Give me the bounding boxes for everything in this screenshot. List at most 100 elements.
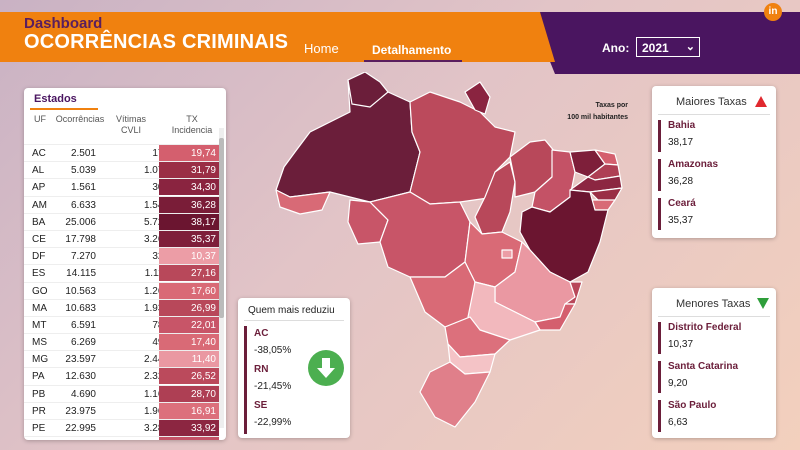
- table-row[interactable]: ES 14.115 1.116 27,16: [24, 264, 219, 282]
- table-row[interactable]: GO 10.563 1.268 17,60: [24, 281, 219, 299]
- nav-detail-link[interactable]: Detalhamento: [372, 43, 452, 57]
- title-underline: [30, 108, 98, 110]
- table-row[interactable]: AL 5.039 1.070 31,79: [24, 161, 219, 179]
- map-note-line2: 100 mil habitantes: [567, 114, 628, 121]
- highest-title: Maiores Taxas: [676, 96, 747, 108]
- table-scrollbar[interactable]: [219, 128, 224, 428]
- table-row[interactable]: DF7.27032110,37: [24, 247, 219, 265]
- table-row[interactable]: MG 23.597 2.442 11,40: [24, 350, 219, 368]
- cell-ocorrencias: 1.561: [70, 182, 96, 194]
- col-header-vitimas[interactable]: Vítimas CVLI: [116, 114, 147, 135]
- cell-uf: BA: [32, 216, 46, 228]
- cell-vitimas: 3.268: [143, 233, 169, 245]
- reduced-value: -21,45%: [254, 381, 292, 392]
- cell-uf: PB: [32, 388, 46, 400]
- table-header: UF Ocorrências Vítimas CVLI TX Incidenci…: [24, 112, 219, 144]
- cell-tx: 17,60: [159, 282, 219, 299]
- table-row[interactable]: MS6.26949417,40: [24, 333, 219, 351]
- cell-uf: ES: [32, 268, 46, 280]
- scrollbar-thumb[interactable]: [219, 138, 224, 318]
- header-orange-band: [0, 12, 555, 62]
- arrow-down-icon: [308, 350, 344, 386]
- col-header-tx[interactable]: TX Incidencia: [171, 114, 213, 135]
- cell-tx: 34,30: [159, 179, 219, 196]
- cell-vitimas: 3.282: [143, 423, 169, 434]
- reduced-uf: RN: [254, 364, 269, 375]
- lowest-value: 10,37: [668, 339, 694, 350]
- cell-vitimas: 1.070: [143, 165, 169, 177]
- col-header-ocorrencias[interactable]: Ocorrências: [55, 114, 105, 124]
- state-am: [275, 76, 421, 203]
- cell-ocorrencias: 6.591: [70, 319, 96, 331]
- cell-uf: DF: [32, 251, 46, 263]
- table-row[interactable]: PE 22.995 3.282 33,92: [24, 419, 219, 436]
- cell-tx: 28,70: [159, 385, 219, 402]
- col-header-uf[interactable]: UF: [34, 114, 46, 124]
- highest-item: Ceará 35,37: [658, 198, 758, 230]
- cell-ocorrencias: 2.501: [70, 148, 96, 159]
- cell-ocorrencias: 4.690: [70, 388, 96, 400]
- lowest-value: 9,20: [668, 378, 688, 389]
- reduced-card: Quem mais reduziu AC -38,05% RN -21,45% …: [238, 298, 350, 438]
- cell-ocorrencias: 10.563: [65, 285, 96, 297]
- highest-name: Bahia: [668, 120, 696, 131]
- year-select-value: 2021: [642, 41, 669, 55]
- lowest-value: 6,63: [668, 417, 688, 428]
- brazil-map: [275, 72, 623, 428]
- table-row[interactable]: PA 12.630 2.328 26,52: [24, 367, 219, 385]
- lowest-item: Santa Catarina 9,20: [658, 361, 758, 393]
- page-title: OCORRÊNCIAS CRIMINAIS: [24, 31, 289, 53]
- nav-home-link[interactable]: Home: [304, 41, 339, 56]
- table-row[interactable]: MT6.59178522,01: [24, 315, 219, 333]
- cell-uf: CE: [32, 233, 46, 245]
- highest-value: 35,37: [668, 215, 694, 226]
- reduced-item: SE -22,99%: [244, 398, 298, 434]
- cell-vitimas: 2.442: [143, 354, 169, 366]
- table-row[interactable]: PR 23.975 1.961 16,91: [24, 401, 219, 419]
- table-row[interactable]: AP1.56130134,30: [24, 178, 219, 196]
- year-select[interactable]: 2021 ⌄: [636, 37, 700, 57]
- table-row[interactable]: MA 10.683 1.931 26,99: [24, 298, 219, 316]
- cell-tx: 33,92: [159, 420, 219, 436]
- table-row[interactable]: PI8.75377923,68: [24, 436, 219, 440]
- state-ac: [275, 189, 331, 215]
- cell-vitimas: 1.165: [143, 388, 169, 400]
- table-row[interactable]: PB 4.690 1.165 28,70: [24, 384, 219, 402]
- cell-tx: 27,16: [159, 265, 219, 282]
- cell-tx: 31,79: [159, 162, 219, 179]
- states-table-title: Estados: [34, 93, 77, 105]
- cell-tx: 10,37: [159, 248, 219, 265]
- cell-tx: 26,99: [159, 299, 219, 316]
- cell-uf: AP: [32, 182, 46, 194]
- highest-rates-card: Maiores Taxas Bahia 38,17 Amazonas 36,28…: [652, 86, 776, 238]
- cell-ocorrencias: 5.039: [70, 165, 96, 177]
- cell-tx: 11,40: [159, 351, 219, 368]
- cell-uf: AM: [32, 199, 47, 211]
- cell-uf: AC: [32, 148, 46, 159]
- cell-ocorrencias: 6.633: [70, 199, 96, 211]
- cell-ocorrencias: 22.995: [65, 423, 96, 434]
- highest-item: Amazonas 36,28: [658, 159, 758, 191]
- cell-tx: 16,91: [159, 402, 219, 419]
- table-row[interactable]: BA 25.006 5.720 38,17: [24, 212, 219, 230]
- lowest-item: São Paulo 6,63: [658, 400, 758, 432]
- linkedin-icon[interactable]: in: [764, 3, 782, 21]
- cell-ocorrencias: 6.269: [70, 337, 96, 349]
- map-note: Taxas por 100 mil habitantes: [556, 100, 628, 124]
- cell-vitimas: 5.720: [143, 216, 169, 228]
- cell-uf: MG: [32, 354, 49, 366]
- table-row[interactable]: AM 6.633 1.549 36,28: [24, 195, 219, 213]
- cell-vitimas: 1.931: [143, 302, 169, 314]
- cell-uf: PE: [32, 423, 46, 434]
- table-row[interactable]: AC2.50117919,74: [24, 144, 219, 161]
- table-row[interactable]: CE 17.798 3.268 35,37: [24, 229, 219, 247]
- state-mt: [369, 191, 471, 278]
- cell-ocorrencias: 14.115: [66, 268, 96, 280]
- cell-vitimas: 1.268: [143, 285, 169, 297]
- map-note-line1: Taxas por: [595, 102, 628, 109]
- highest-name: Ceará: [668, 198, 696, 209]
- cell-tx: 17,40: [159, 334, 219, 351]
- state-rs: [419, 361, 491, 428]
- lowest-title: Menores Taxas: [676, 298, 751, 310]
- cell-uf: MS: [32, 337, 47, 349]
